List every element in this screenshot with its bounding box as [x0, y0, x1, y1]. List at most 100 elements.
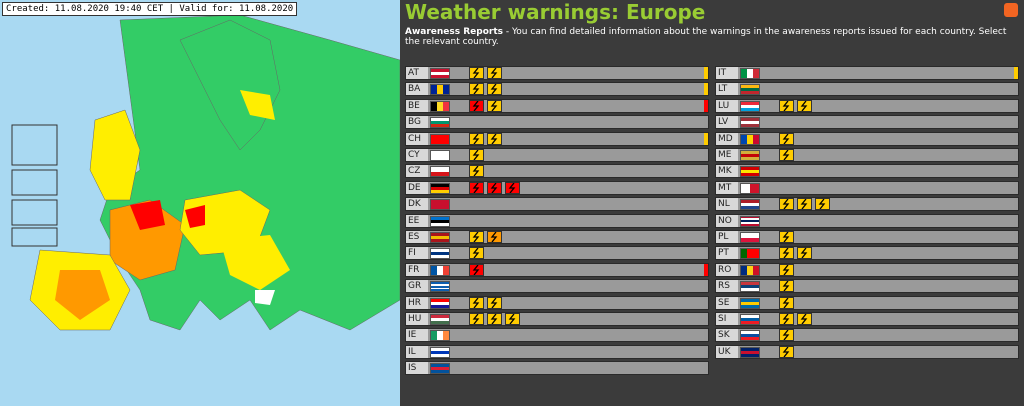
flag-stripe — [741, 91, 759, 95]
country-row[interactable]: UK — [715, 344, 1019, 359]
flag — [740, 84, 760, 96]
country-row[interactable]: MT — [715, 180, 1019, 195]
warning-icon[interactable] — [487, 132, 502, 145]
warning-icon[interactable] — [469, 99, 484, 112]
country-row[interactable]: HU — [405, 312, 709, 326]
warning-icon[interactable] — [469, 247, 484, 260]
warning-icon[interactable] — [469, 231, 484, 243]
flag-stripe — [431, 134, 449, 144]
flag — [740, 314, 760, 325]
country-row[interactable]: GR — [405, 279, 709, 294]
warning-icon[interactable] — [469, 83, 484, 96]
warning-icon[interactable] — [487, 181, 502, 194]
country-row[interactable]: BG — [405, 115, 709, 130]
warning-icon[interactable] — [797, 313, 812, 325]
warning-icon[interactable] — [779, 280, 794, 293]
level-indicator — [704, 132, 708, 145]
flag-stripe — [431, 124, 449, 128]
warning-icon[interactable] — [779, 296, 794, 309]
flag-stripe — [741, 107, 759, 111]
country-row[interactable]: NL — [715, 197, 1019, 212]
country-row[interactable]: MD — [715, 131, 1019, 146]
warning-icon[interactable] — [797, 99, 812, 112]
warning-icon[interactable] — [469, 149, 484, 161]
country-row[interactable]: ME — [715, 148, 1019, 162]
country-row[interactable]: SI — [715, 312, 1019, 326]
warning-icon[interactable] — [469, 132, 484, 145]
warning-icon[interactable] — [487, 231, 502, 243]
country-row[interactable]: RO — [715, 262, 1019, 277]
country-row[interactable]: FR — [405, 262, 709, 277]
warning-icon[interactable] — [779, 231, 794, 243]
warning-icon[interactable] — [779, 132, 794, 145]
country-code: IT — [716, 67, 738, 79]
warning-icon[interactable] — [469, 313, 484, 325]
country-row[interactable]: CY — [405, 148, 709, 162]
country-row[interactable]: EE — [405, 213, 709, 228]
country-row[interactable]: ES — [405, 230, 709, 244]
country-row[interactable]: CH — [405, 131, 709, 146]
warning-icon[interactable] — [779, 313, 794, 325]
country-row[interactable]: AT — [405, 66, 709, 80]
country-row[interactable]: IS — [405, 361, 709, 376]
country-row[interactable]: LV — [715, 115, 1019, 130]
warning-icon[interactable] — [469, 296, 484, 309]
country-row[interactable]: IE — [405, 328, 709, 343]
country-row[interactable]: SE — [715, 295, 1019, 310]
country-row[interactable]: NO — [715, 213, 1019, 228]
country-row[interactable]: DE — [405, 180, 709, 195]
warning-icon[interactable] — [779, 345, 794, 358]
warning-icon[interactable] — [487, 83, 502, 96]
country-code: LV — [716, 116, 738, 129]
warning-icon[interactable] — [505, 181, 520, 194]
warning-icon[interactable] — [469, 263, 484, 276]
country-row[interactable]: SK — [715, 328, 1019, 343]
country-row[interactable]: MK — [715, 164, 1019, 179]
warning-icon[interactable] — [487, 99, 502, 112]
country-row[interactable]: IT — [715, 66, 1019, 80]
flag-stripe — [431, 69, 449, 72]
warning-icon[interactable] — [469, 67, 484, 79]
country-row[interactable]: CZ — [405, 164, 709, 179]
warning-icon[interactable] — [779, 247, 794, 260]
warning-icon[interactable] — [779, 263, 794, 276]
warning-icon[interactable] — [469, 181, 484, 194]
flag-stripe — [741, 85, 759, 89]
country-row[interactable]: HR — [405, 295, 709, 310]
country-row[interactable]: BE — [405, 98, 709, 113]
warning-icon[interactable] — [469, 165, 484, 178]
country-code: CZ — [406, 165, 428, 178]
warning-icon[interactable] — [779, 99, 794, 112]
rss-icon[interactable] — [1004, 3, 1018, 17]
country-row[interactable]: FI — [405, 246, 709, 261]
country-row[interactable]: DK — [405, 197, 709, 212]
warning-icon[interactable] — [797, 247, 812, 260]
warning-icon[interactable] — [797, 198, 812, 211]
country-row[interactable]: BA — [405, 82, 709, 97]
flag-stripe — [747, 69, 753, 78]
warning-icon[interactable] — [779, 198, 794, 211]
flag-stripe — [431, 236, 449, 239]
flag-stripe — [431, 347, 449, 351]
flag — [740, 182, 760, 194]
flag — [430, 346, 450, 358]
warning-icon[interactable] — [487, 313, 502, 325]
warning-icon[interactable] — [487, 67, 502, 79]
country-row[interactable]: IL — [405, 344, 709, 359]
flag-stripe — [741, 301, 759, 305]
country-row[interactable]: LU — [715, 98, 1019, 113]
warning-icon[interactable] — [779, 149, 794, 161]
warning-icon[interactable] — [779, 329, 794, 342]
country-row[interactable]: LT — [715, 82, 1019, 97]
country-code: DK — [406, 198, 428, 211]
country-row[interactable]: RS — [715, 279, 1019, 294]
country-row[interactable]: PL — [715, 230, 1019, 244]
country-code: RS — [716, 280, 738, 293]
warning-icon[interactable] — [487, 296, 502, 309]
warning-icon[interactable] — [505, 313, 520, 325]
country-row[interactable]: PT — [715, 246, 1019, 261]
level-indicator — [1014, 231, 1018, 243]
country-code: PT — [716, 247, 738, 260]
warning-icon[interactable] — [815, 198, 830, 211]
flag — [740, 215, 760, 227]
